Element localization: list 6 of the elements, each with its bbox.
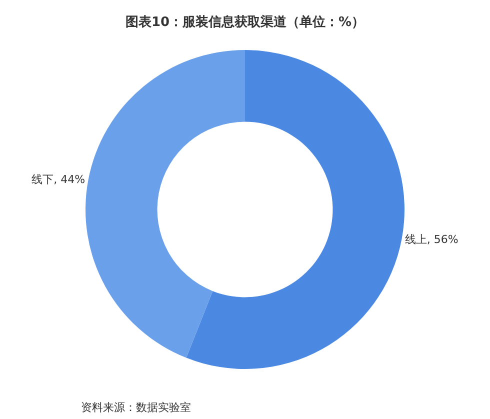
text: 资料来源：数据实验室: [81, 401, 191, 414]
donut-slice: [186, 50, 404, 369]
chart-title: 图表10：服装信息获取渠道（单位：%）: [125, 14, 365, 30]
donut-slice: [86, 50, 245, 358]
slice-label: 线下, 44%: [32, 172, 86, 186]
slice-label: 线上, 56%: [404, 233, 458, 246]
